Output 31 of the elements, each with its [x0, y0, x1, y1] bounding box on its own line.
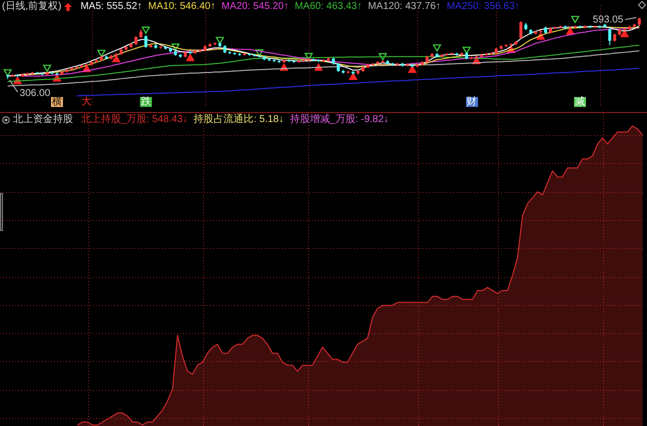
- text: 持股占流通比: 5.18↓: [194, 114, 284, 126]
- text: 减: [575, 96, 586, 108]
- text: MA250: 356.63↑: [446, 1, 520, 13]
- point: [186, 54, 194, 62]
- text: 306.00: [20, 88, 51, 99]
- point: [571, 16, 580, 24]
- point: [432, 44, 442, 52]
- text: MA120: 437.76↑: [368, 1, 441, 13]
- text: 大: [82, 96, 92, 108]
- text: MA60: 463.43↑: [294, 1, 362, 13]
- point: [171, 43, 180, 51]
- text: MA5: 555.52↑: [80, 1, 142, 13]
- point: [97, 50, 106, 57]
- point: [462, 46, 471, 54]
- point: [408, 66, 416, 73]
- chart-title: (日线,前复权): [2, 1, 62, 13]
- annotation: 593.05: [592, 14, 624, 26]
- point: [378, 53, 387, 60]
- point: [112, 55, 120, 62]
- text: 跌: [140, 96, 151, 108]
- text: 横: [52, 96, 62, 108]
- text: 财: [466, 96, 477, 108]
- point: [349, 72, 358, 80]
- point: [142, 26, 150, 34]
- point: [255, 49, 264, 56]
- point: [216, 36, 224, 44]
- text: 持股增减_万股: -9.82↓: [290, 114, 389, 126]
- text: MA10: 546.40↑: [148, 1, 216, 13]
- text: MA20: 545.20↑: [221, 1, 289, 13]
- chart-title: 北上资金持股: [13, 114, 73, 126]
- text: 北上持股_万股: 548.43↓: [81, 114, 188, 126]
